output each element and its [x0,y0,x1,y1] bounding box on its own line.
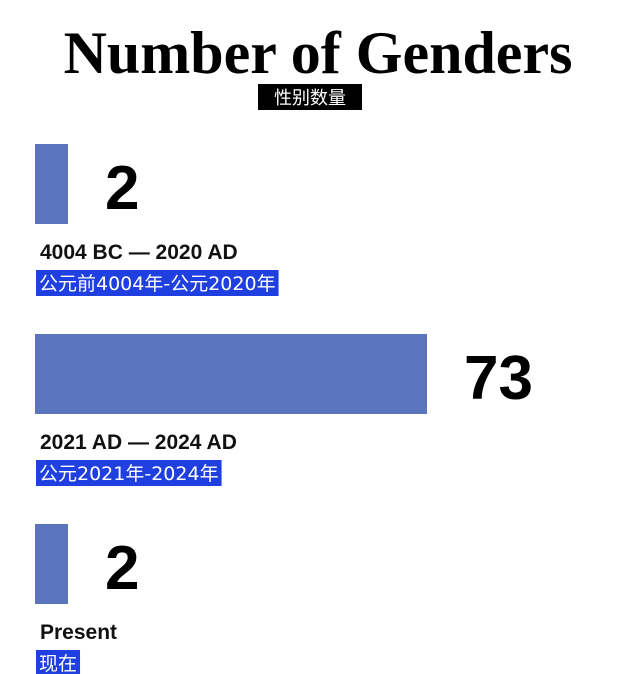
chart-subtitle: 性别数量 [274,88,346,109]
bar [35,144,68,224]
category-subtitle: 公元2021年-2024年 [39,463,219,485]
bars-group: 2 4004 BC — 2020 AD 公元前4004年-公元2020年 73 2021… [35,144,533,674]
chart-title: Number of Genders [64,20,573,86]
category-label: Present [40,621,117,644]
bar [35,334,427,414]
bar-value-label: 2 [105,154,139,223]
category-subtitle-background [36,270,279,296]
category-subtitle: 现在 [39,653,77,674]
bar-value-label: 73 [464,344,533,413]
bar-value-label: 2 [105,534,139,603]
category-label: 4004 BC — 2020 AD [40,241,238,264]
category-label: 2021 AD — 2024 AD [40,431,237,454]
category-subtitle-background [36,460,222,486]
category-subtitle: 公元前4004年-公元2020年 [39,273,276,295]
chart-subtitle-background [258,84,362,110]
category-subtitle-background [36,650,81,674]
bar [35,524,68,604]
